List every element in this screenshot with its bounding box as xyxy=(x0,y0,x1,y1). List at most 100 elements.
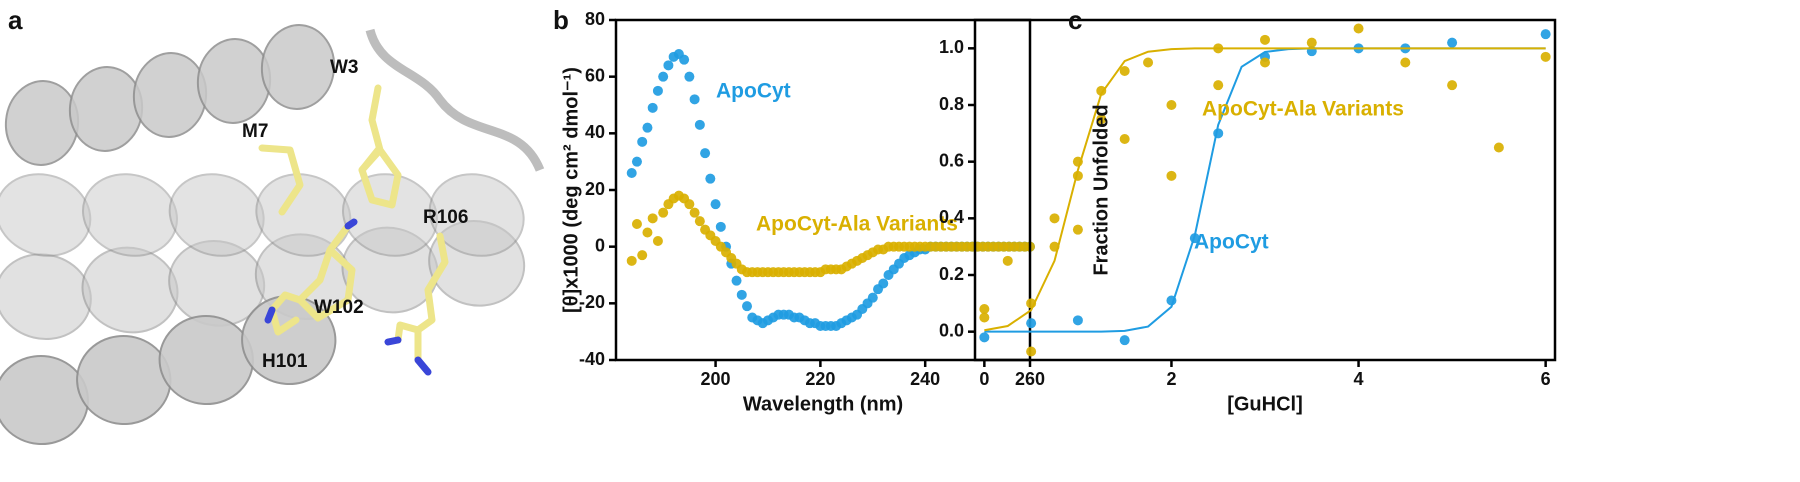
side-chain xyxy=(264,306,276,324)
x-tick-label: 2 xyxy=(1166,369,1176,389)
data-point xyxy=(647,102,658,113)
data-point xyxy=(736,289,747,300)
data-point xyxy=(867,292,878,303)
series-label: ApoCyt xyxy=(1194,231,1269,254)
data-point xyxy=(715,221,726,232)
series-label: ApoCyt-Ala Variants xyxy=(756,213,958,236)
x-tick-label: 240 xyxy=(910,369,940,389)
panel-letter: c xyxy=(1068,5,1082,35)
series-label: ApoCyt-Ala Variants xyxy=(1202,98,1404,121)
residue-label: R106 xyxy=(423,207,468,228)
data-point xyxy=(1026,346,1037,357)
data-point xyxy=(1447,80,1458,91)
y-tick-label: 80 xyxy=(585,9,605,29)
data-point xyxy=(652,236,663,246)
data-point xyxy=(1189,233,1200,244)
data-point xyxy=(1260,34,1270,45)
data-point xyxy=(631,156,642,167)
side-chain xyxy=(296,222,356,322)
data-point xyxy=(684,199,695,210)
y-tick-label: -40 xyxy=(579,349,605,369)
data-point xyxy=(1400,57,1411,68)
data-point xyxy=(705,173,716,184)
panel-letter: b xyxy=(553,5,569,35)
data-point xyxy=(642,122,653,133)
y-tick-label: 1.0 xyxy=(939,37,964,57)
data-point xyxy=(647,213,658,224)
helix-turn xyxy=(428,173,525,257)
y-axis-label: [θ]x1000 (deg cm² dmol⁻¹) xyxy=(560,67,582,313)
data-point xyxy=(878,278,889,289)
data-point xyxy=(694,119,705,130)
data-point xyxy=(1540,51,1551,62)
data-point xyxy=(637,136,648,147)
data-point xyxy=(1072,156,1083,167)
data-point xyxy=(1119,66,1130,76)
y-tick-label: 0.8 xyxy=(939,94,964,114)
data-point xyxy=(1166,170,1177,181)
data-point xyxy=(731,275,742,286)
data-point xyxy=(663,60,674,71)
x-tick-label: 4 xyxy=(1354,369,1364,389)
y-tick-label: 0.2 xyxy=(939,264,964,284)
data-point xyxy=(1213,43,1224,54)
data-point xyxy=(710,199,721,210)
data-point xyxy=(1119,134,1130,144)
plot-frame xyxy=(973,18,1557,362)
x-axis-label: Wavelength (nm) xyxy=(743,393,903,415)
x-tick-label: 6 xyxy=(1541,369,1551,389)
data-point xyxy=(1213,80,1224,91)
data-point xyxy=(1026,318,1037,329)
side-chain xyxy=(358,84,402,209)
y-tick-label: 0 xyxy=(595,235,605,255)
y-tick-label: 0.6 xyxy=(939,150,964,170)
helix-turn xyxy=(260,24,336,110)
y-tick-label: 20 xyxy=(585,179,605,199)
data-point xyxy=(1096,85,1107,96)
loop xyxy=(365,28,545,172)
series-label: ApoCyt xyxy=(716,80,791,103)
data-point xyxy=(1049,241,1060,252)
data-point xyxy=(700,148,711,159)
side-chain xyxy=(414,232,449,364)
residue-label: W102 xyxy=(314,297,364,318)
data-point xyxy=(1119,335,1130,346)
data-point xyxy=(631,219,642,229)
x-tick-label: 260 xyxy=(1015,369,1045,389)
data-point xyxy=(1213,128,1224,139)
data-point xyxy=(626,255,637,266)
data-point xyxy=(1260,57,1270,68)
plot-frame xyxy=(614,18,1032,362)
y-axis-label: Fraction Unfolded xyxy=(1090,104,1112,275)
side-chain xyxy=(358,146,382,174)
data-point xyxy=(658,71,669,82)
data-point xyxy=(652,85,663,96)
data-point xyxy=(694,216,705,227)
data-point xyxy=(1049,213,1060,224)
data-point xyxy=(1072,224,1083,235)
side-chain xyxy=(394,321,422,344)
data-point xyxy=(1072,315,1083,326)
data-point xyxy=(642,227,653,238)
data-point xyxy=(1096,114,1107,125)
data-point xyxy=(1166,100,1177,110)
residue-label: M7 xyxy=(242,121,268,142)
data-point xyxy=(1166,295,1177,306)
data-point xyxy=(979,332,990,343)
residue-label: W3 xyxy=(330,57,359,78)
y-tick-label: 40 xyxy=(585,122,605,142)
data-point xyxy=(1002,255,1013,266)
data-point xyxy=(1026,298,1037,309)
y-tick-label: 60 xyxy=(585,65,605,85)
data-point xyxy=(1447,37,1458,48)
side-chain xyxy=(258,144,304,216)
data-point xyxy=(637,250,648,261)
structure-image xyxy=(0,24,545,470)
side-chain xyxy=(414,356,432,376)
x-axis-label: [GuHCl] xyxy=(1227,393,1303,415)
data-point xyxy=(1306,37,1317,48)
data-point xyxy=(689,94,700,105)
data-point xyxy=(1353,23,1364,34)
